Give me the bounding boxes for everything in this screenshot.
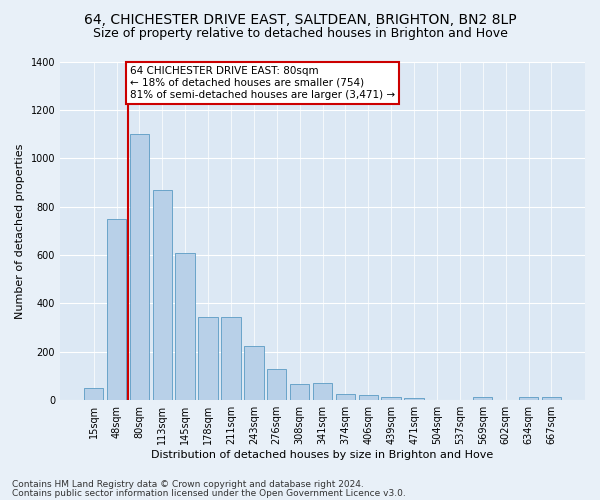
- Bar: [404, 398, 424, 400]
- Bar: [290, 384, 310, 400]
- Text: Size of property relative to detached houses in Brighton and Hove: Size of property relative to detached ho…: [92, 28, 508, 40]
- Bar: [382, 396, 401, 400]
- Bar: [244, 346, 263, 400]
- Bar: [335, 394, 355, 400]
- Text: 64, CHICHESTER DRIVE EAST, SALTDEAN, BRIGHTON, BN2 8LP: 64, CHICHESTER DRIVE EAST, SALTDEAN, BRI…: [83, 12, 517, 26]
- Bar: [84, 388, 103, 400]
- Bar: [359, 396, 378, 400]
- Bar: [199, 316, 218, 400]
- Bar: [473, 398, 493, 400]
- Bar: [221, 316, 241, 400]
- X-axis label: Distribution of detached houses by size in Brighton and Hove: Distribution of detached houses by size …: [151, 450, 494, 460]
- Bar: [130, 134, 149, 400]
- Text: 64 CHICHESTER DRIVE EAST: 80sqm
← 18% of detached houses are smaller (754)
81% o: 64 CHICHESTER DRIVE EAST: 80sqm ← 18% of…: [130, 66, 395, 100]
- Bar: [519, 397, 538, 400]
- Y-axis label: Number of detached properties: Number of detached properties: [15, 143, 25, 318]
- Bar: [542, 398, 561, 400]
- Text: Contains public sector information licensed under the Open Government Licence v3: Contains public sector information licen…: [12, 489, 406, 498]
- Bar: [267, 369, 286, 400]
- Text: Contains HM Land Registry data © Crown copyright and database right 2024.: Contains HM Land Registry data © Crown c…: [12, 480, 364, 489]
- Bar: [175, 252, 195, 400]
- Bar: [152, 190, 172, 400]
- Bar: [313, 382, 332, 400]
- Bar: [107, 219, 126, 400]
